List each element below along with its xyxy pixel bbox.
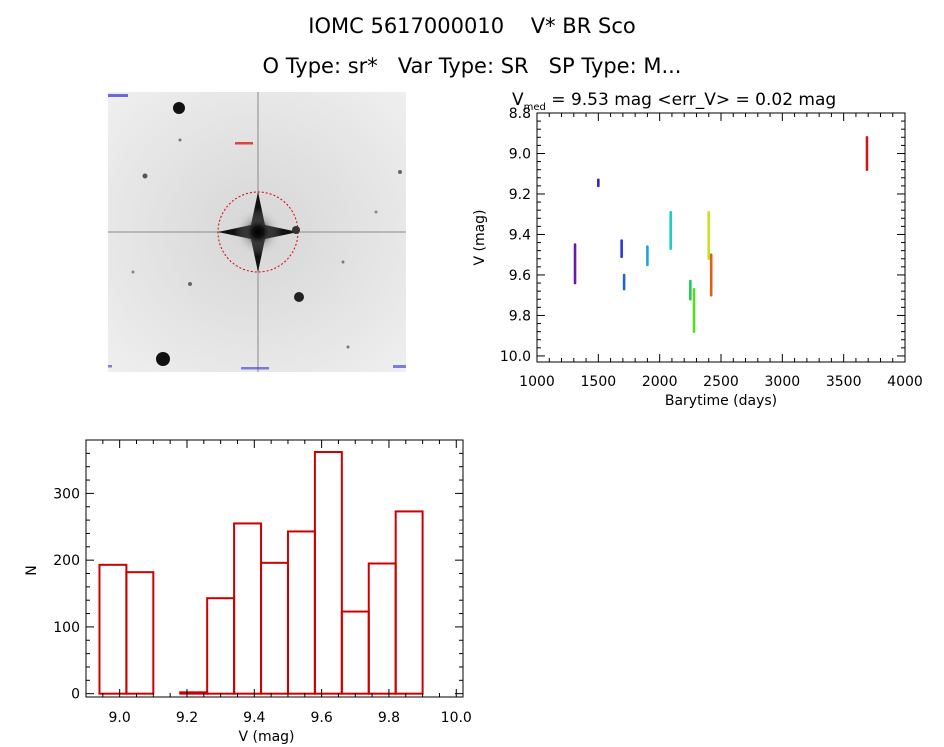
y-tick-label: 9.6 [509,268,531,284]
image-annotation [108,94,128,97]
field-star [173,102,185,114]
field-star [178,138,182,142]
x-tick-label: 10.0 [441,710,472,726]
image-annotation [235,142,253,145]
histogram-bar [340,610,370,695]
y-tick-label: 10.0 [500,349,531,365]
field-star [188,282,192,286]
x-tick-label: 3000 [765,374,801,390]
field-star [131,270,135,274]
y-tick-label: 100 [53,620,80,636]
field-star [156,352,170,366]
image-annotation [108,365,112,368]
x-tick-label: 1500 [581,374,617,390]
field-star [294,292,304,302]
x-axis-label: V (mag) [238,729,294,745]
plot-frame [85,439,464,698]
field-star [374,210,378,214]
histogram-bar [179,691,209,695]
page-subtitle: O Type: sr* Var Type: SR SP Type: M... [262,54,682,78]
page-title: IOMC 5617000010 V* BR Sco [308,14,636,38]
y-tick-label: 9.0 [509,146,531,162]
y-tick-label: 9.8 [509,308,531,324]
field-star [341,260,345,264]
histogram-bar [98,563,128,695]
x-tick-label: 1000 [519,374,555,390]
y-tick-label: 300 [53,486,80,502]
x-tick-label: 9.4 [243,710,265,726]
x-tick-label: 2000 [642,374,678,390]
x-axis-label: Barytime (days) [665,393,777,409]
x-tick-label: 3500 [826,374,862,390]
x-tick-label: 9.0 [109,710,131,726]
y-tick-label: 9.4 [509,227,531,243]
sky-image [108,92,406,372]
light-curve-chart: Vmed = 9.53 mag <err_V> = 0.02 mag 1000 1… [472,90,923,409]
field-star [142,173,148,179]
histogram-bar [286,530,316,695]
histogram-bar [260,561,289,695]
field-star [346,345,350,349]
y-tick-label: 9.2 [509,187,531,203]
x-tick-label: 9.2 [176,710,198,726]
target-star-halo [234,208,282,256]
field-star [292,226,300,234]
plot-frame [536,112,906,363]
y-tick-label: 8.8 [509,106,531,122]
x-tick-label: 9.8 [378,710,400,726]
histogram-bar [233,522,263,695]
x-tick-label: 4000 [887,374,923,390]
x-tick-label: 2500 [703,374,739,390]
histogram-bar [367,562,397,695]
x-tick-label: 9.6 [310,710,332,726]
y-axis-label: V (mag) [472,209,488,265]
histogram-bar [394,510,424,695]
histogram-bar [313,451,343,695]
y-tick-label: 200 [53,553,80,569]
y-axis-label: N [24,565,40,575]
histogram-bar [125,571,155,695]
image-annotation [241,367,269,370]
y-tick-label: 0 [71,687,80,703]
histogram-bar [206,597,236,695]
field-star [398,170,402,174]
image-annotation [393,365,406,368]
vmed-stat: Vmed = 9.53 mag <err_V> = 0.02 mag [512,90,836,113]
